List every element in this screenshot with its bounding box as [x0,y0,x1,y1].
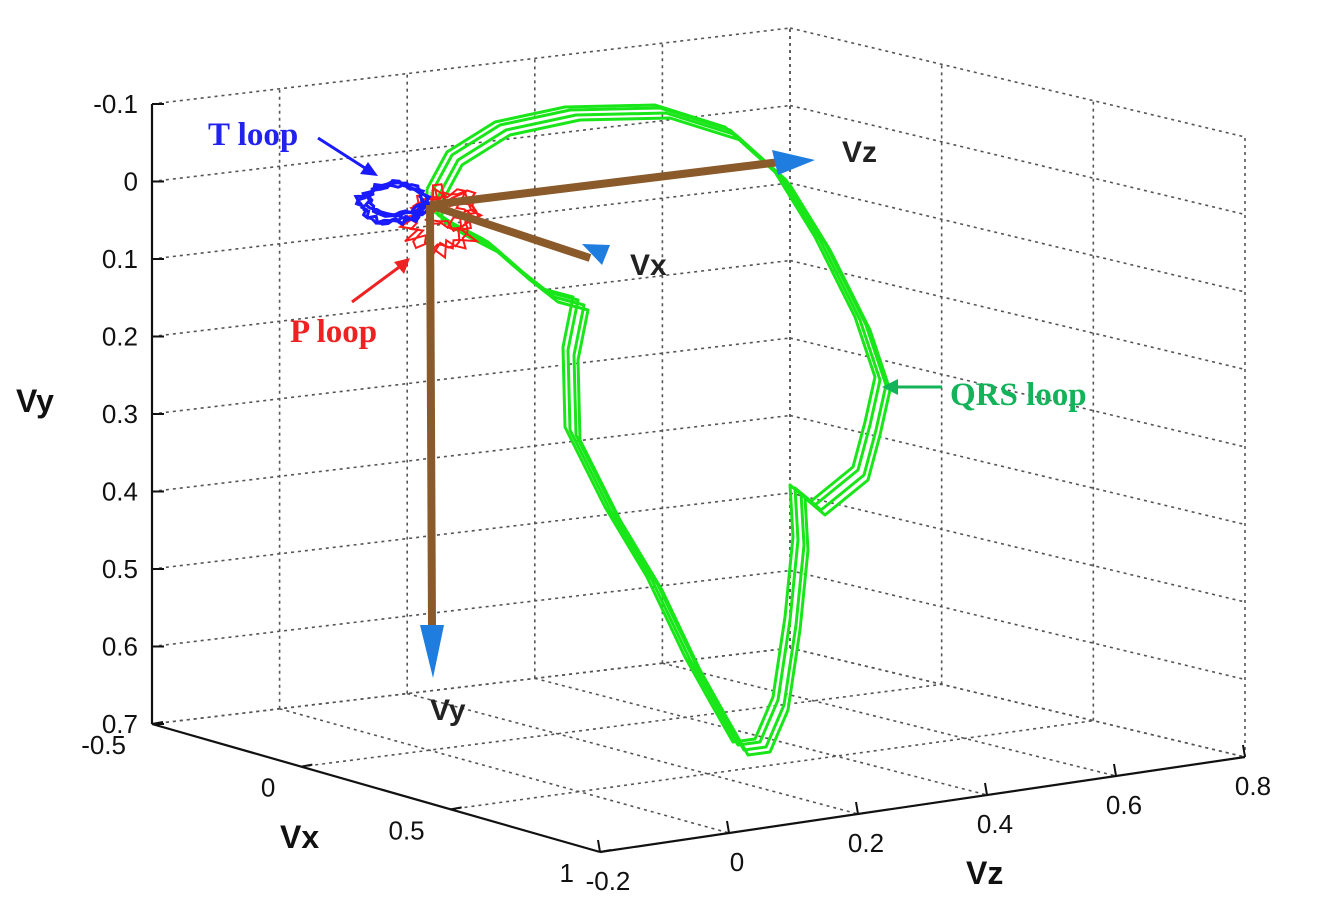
qrs-loop-trace [430,106,882,747]
grid-line [789,27,1246,138]
grid-line [789,182,1246,293]
x-tick-label: 1 [560,858,574,888]
x-tick-mark [301,763,313,768]
t-loop-pointer [317,136,369,172]
axis-line [599,755,1246,854]
grid-line [151,492,791,570]
z-tick-label: -0.2 [586,866,631,896]
grid-lines [151,27,1246,853]
grid-line [789,414,1246,526]
z-tick-label: 0.8 [1235,771,1271,801]
y-tick-label: -0.1 [93,89,138,119]
tick-labels: -0.1 0 0.1 0.2 0.3 0.4 0.5 0.6 0.7-0.5 0 0.5 1 -0.2 0… [16,89,1271,896]
y-tick-label: 0 [124,167,138,197]
p-loop-pointer-head [394,258,410,274]
t-loop-pointer-head [360,162,378,176]
grid-line [406,692,859,815]
x-tick-label: -0.5 [81,730,126,760]
z-tick-mark [855,801,859,815]
vector-vx-label: Vx [630,249,667,282]
grid-line [789,492,1246,603]
annotations: T loop P loop QRS loop [208,117,1087,413]
y-tick-label: 0.5 [102,554,138,584]
z-tick-mark [984,782,988,796]
y-tick-label: 0.2 [102,322,138,352]
grid-line [151,259,791,338]
z-tick-mark [1113,763,1117,777]
grid-line [789,569,1246,681]
axes-box [150,103,1246,854]
grid-line [151,337,791,415]
vector-vy-shaft [426,204,436,631]
y-tick-label: 0.6 [102,632,138,662]
loop-traces [353,103,892,757]
grid-line [151,569,791,648]
y-tick-label: 0.7 [102,709,138,739]
p-loop-pointer [351,263,403,304]
vector-vz-shaft [429,158,781,209]
grid-line [151,27,791,105]
z-tick-mark [597,839,601,853]
z-tick-label: 0 [730,847,744,877]
y-tick-label: 0.4 [102,477,138,507]
qrs-loop-trace [425,103,877,744]
grid-line [789,104,1246,216]
z-tick-mark [726,820,730,834]
axis-line [151,722,601,854]
z-axis-title: Vz [966,855,1003,891]
p-loop-label: P loop [290,314,377,350]
grid-line [301,683,942,768]
qrs-loop-label: QRS loop [950,377,1087,413]
qrs-loop-pointer-head [882,379,898,395]
x-axis-title: Vx [280,819,319,855]
grid-line [789,259,1246,371]
y-axis-title: Vy [16,383,54,419]
grid-line [151,182,791,260]
grid-line [789,647,1246,758]
vector-vx-shaft [428,201,592,262]
vector-vz-label: Vz [842,136,877,169]
x-tick-label: 0.5 [389,815,425,845]
x-tick-mark [599,849,612,853]
y-tick-label: 0.3 [102,399,138,429]
t-loop-label: T loop [208,117,298,153]
x-tick-mark [151,721,164,725]
vector-vx-arrowhead [582,244,610,265]
grid-line [279,708,730,834]
grid-line [789,337,1246,448]
vector-vy-arrowhead [420,625,444,678]
x-tick-mark [450,806,462,811]
grid-line [151,104,791,183]
grid-line [151,647,791,725]
vector-axes: Vz Vx Vy [420,136,877,727]
p-loop-trace [397,183,484,260]
grid-line [450,719,1094,811]
y-tick-label: 0.1 [102,244,138,274]
z-tick-label: 0.4 [977,809,1013,839]
z-tick-label: 0.6 [1106,790,1142,820]
grid-line [662,662,1117,777]
grid-line [151,414,791,493]
vector-vy-label: Vy [430,694,466,727]
vector-vz-arrowhead [772,150,815,175]
z-tick-mark [1242,744,1246,758]
qrs-loop-trace [440,116,892,757]
t-loop-trace [363,181,428,218]
x-tick-label: 0 [261,773,275,803]
z-tick-label: 0.2 [848,828,884,858]
